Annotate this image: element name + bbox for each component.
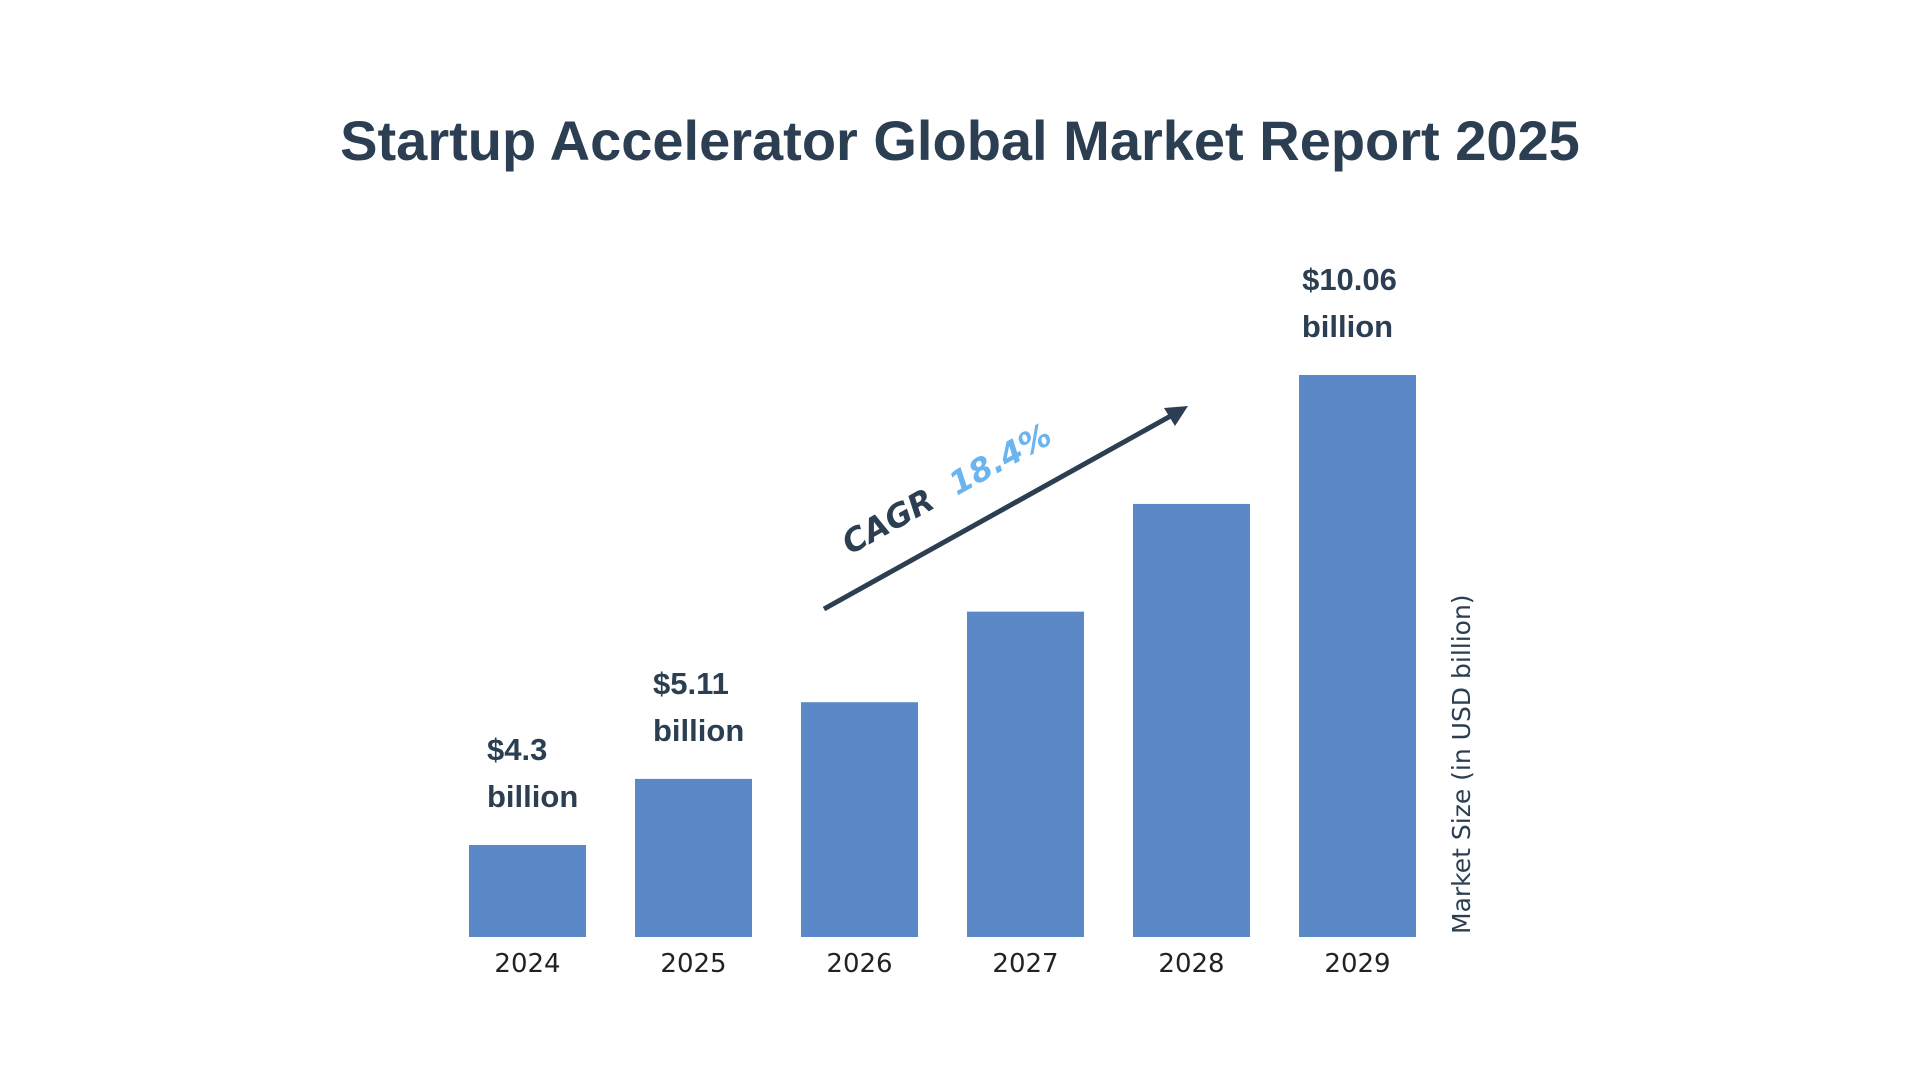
bar-2029: [1299, 375, 1416, 937]
bar-2024: [469, 845, 586, 937]
data-label: billion: [1302, 309, 1393, 344]
bar-2027: [967, 611, 1084, 937]
data-label: billion: [653, 713, 744, 748]
x-tick-label: 2028: [1158, 949, 1224, 979]
x-tick-label: 2026: [826, 949, 892, 979]
x-tick-label: 2024: [494, 949, 560, 979]
x-tick-label: 2025: [660, 949, 726, 979]
cagr-label: CAGR: [835, 481, 940, 562]
x-tick-label: 2027: [992, 949, 1058, 979]
data-label: billion: [487, 779, 578, 814]
data-label: $5.11: [653, 666, 729, 701]
y-axis-label: Market Size (in USD billion): [1447, 594, 1476, 934]
data-label: $10.06: [1302, 262, 1397, 297]
bar-2025: [635, 778, 752, 937]
bar-2028: [1133, 503, 1250, 937]
x-tick-label: 2029: [1324, 949, 1390, 979]
cagr-arrow: [822, 410, 1178, 612]
chart-title: Startup Accelerator Global Market Report…: [340, 109, 1580, 172]
arrow-head-icon: [1164, 406, 1188, 426]
data-label: $4.3: [487, 732, 547, 767]
bar-2026: [801, 702, 918, 937]
